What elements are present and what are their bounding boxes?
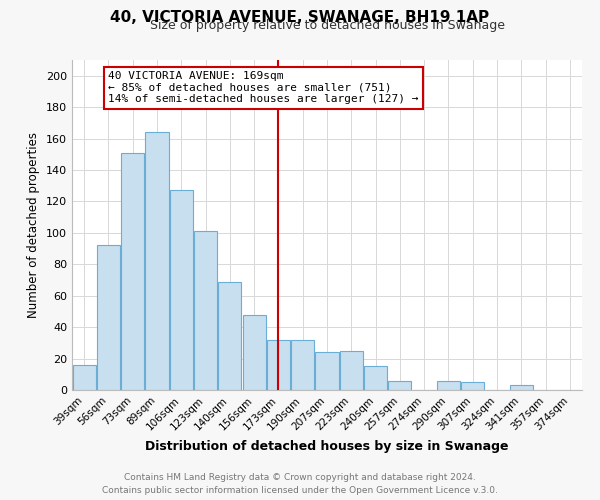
Title: Size of property relative to detached houses in Swanage: Size of property relative to detached ho… <box>149 20 505 32</box>
Y-axis label: Number of detached properties: Number of detached properties <box>28 132 40 318</box>
Bar <box>121 152 144 390</box>
Text: 40 VICTORIA AVENUE: 169sqm
← 85% of detached houses are smaller (751)
14% of sem: 40 VICTORIA AVENUE: 169sqm ← 85% of deta… <box>109 71 419 104</box>
Bar <box>170 190 193 390</box>
Bar <box>316 352 338 390</box>
Bar <box>437 380 460 390</box>
Bar <box>364 366 387 390</box>
Bar <box>461 382 484 390</box>
Bar <box>267 340 290 390</box>
Bar <box>73 365 95 390</box>
Text: Contains HM Land Registry data © Crown copyright and database right 2024.
Contai: Contains HM Land Registry data © Crown c… <box>102 474 498 495</box>
Bar <box>388 380 412 390</box>
Bar <box>510 386 533 390</box>
Bar <box>340 350 363 390</box>
X-axis label: Distribution of detached houses by size in Swanage: Distribution of detached houses by size … <box>145 440 509 453</box>
Text: 40, VICTORIA AVENUE, SWANAGE, BH19 1AP: 40, VICTORIA AVENUE, SWANAGE, BH19 1AP <box>110 10 490 25</box>
Bar <box>145 132 169 390</box>
Bar <box>97 246 120 390</box>
Bar <box>242 314 266 390</box>
Bar <box>194 232 217 390</box>
Bar <box>291 340 314 390</box>
Bar <box>218 282 241 390</box>
